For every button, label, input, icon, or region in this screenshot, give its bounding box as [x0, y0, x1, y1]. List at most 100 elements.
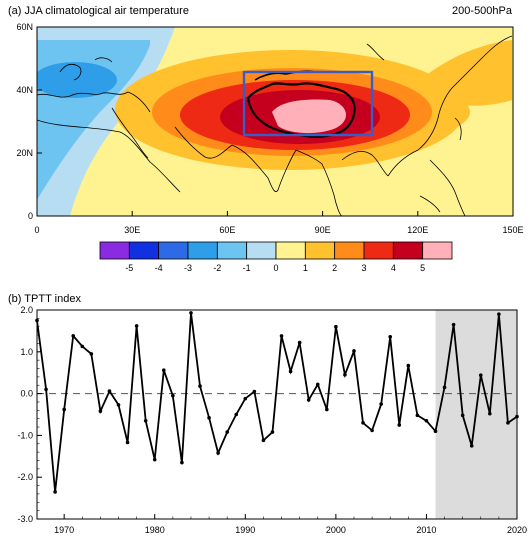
map-y-tick-label: 40N: [16, 85, 33, 95]
index-point: [397, 423, 402, 427]
colorbar-label: 4: [391, 263, 396, 273]
colorbar-label: 1: [303, 263, 308, 273]
index-y-tick-label: 1.0: [20, 347, 33, 357]
index-point: [306, 398, 311, 402]
map-y-tick-label: 0: [28, 211, 33, 221]
colorbar-swatch: [128, 241, 160, 260]
index-point: [424, 418, 429, 423]
colorbar-swatch: [216, 241, 248, 260]
index-point: [207, 416, 211, 420]
map-y-tick-label: 60N: [16, 22, 33, 32]
index-point: [234, 412, 239, 417]
index-point: [107, 389, 112, 393]
colorbar-label: -2: [213, 263, 221, 273]
index-point: [488, 411, 492, 416]
colorbar-label: 0: [273, 263, 278, 273]
contour-minus3: [37, 62, 117, 98]
map-x-tick-label: 60E: [219, 225, 235, 235]
index-y-tick-label: 0.0: [20, 389, 33, 399]
contour-2-east: [420, 40, 512, 106]
index-point: [171, 393, 175, 398]
index-x-tick-label: 2000: [326, 525, 346, 535]
map-x-tick-label: 90E: [315, 225, 331, 235]
index-point: [161, 368, 166, 372]
colorbar-label: 2: [332, 263, 337, 273]
colorbar-swatch: [275, 241, 306, 260]
index-y-tick-label: -3.0: [17, 514, 33, 524]
index-point: [125, 440, 130, 445]
index-point: [352, 349, 356, 353]
index-point: [460, 413, 465, 418]
index-point: [152, 457, 157, 462]
map-axes: 0 30E 60E 90E 120E 150E 0 20N 40N 60N: [16, 22, 523, 235]
colorbar-label: -4: [155, 263, 163, 273]
colorbar-swatch: [99, 241, 130, 260]
index-point: [180, 460, 184, 465]
map-x-tick-label: 0: [34, 225, 39, 235]
colorbar-label: -3: [184, 263, 192, 273]
index-point: [370, 428, 374, 433]
colorbar-swatch: [187, 241, 218, 260]
index-point: [80, 344, 85, 349]
index-point: [515, 414, 519, 419]
index-point: [98, 409, 103, 413]
index-point: [35, 318, 39, 323]
index-point: [497, 312, 501, 316]
index-point: [62, 407, 66, 412]
tptt-region-box: [242, 70, 374, 137]
index-point: [343, 372, 347, 377]
plateau-outline: [246, 82, 356, 138]
index-point: [252, 389, 257, 394]
index-point: [243, 396, 248, 401]
colorbar-swatch: [304, 241, 336, 260]
contour-peak: [272, 99, 347, 134]
index-point: [225, 430, 229, 434]
index-point: [261, 438, 266, 443]
index-point: [325, 407, 329, 412]
index-x-tick-label: 1980: [145, 525, 165, 535]
index-point: [53, 490, 57, 494]
index-point: [406, 363, 411, 368]
map-frame: [36, 26, 514, 217]
map-x-tick-label: 150E: [502, 225, 523, 235]
colorbar-swatch: [392, 241, 424, 260]
index-title: (b) TPTT index: [8, 293, 81, 305]
colorbar-label: -5: [125, 263, 133, 273]
map-y-tick-label: 20N: [16, 148, 33, 158]
colorbar-label: 3: [361, 263, 366, 273]
colorbar-swatch: [422, 241, 453, 260]
colorbar-swatch: [246, 241, 277, 260]
index-point: [415, 413, 420, 418]
index-point: [89, 352, 94, 356]
index-point: [442, 385, 447, 390]
colorbar-swatch: [334, 241, 365, 260]
index-x-tick-label: 2020: [507, 525, 527, 535]
index-point: [506, 421, 510, 425]
index-point: [288, 369, 293, 374]
colorbar-label: -1: [243, 263, 251, 273]
index-point: [116, 403, 121, 407]
index-x-tick-label: 2010: [416, 525, 436, 535]
index-point: [270, 430, 275, 434]
index-point: [388, 334, 393, 339]
index-y-tick-label: 2.0: [20, 305, 33, 315]
index-point: [189, 311, 193, 315]
index-line: [36, 312, 518, 492]
index-y-tick-label: -1.0: [17, 430, 33, 440]
map-subtitle: 200-500hPa: [452, 5, 513, 17]
index-point: [279, 334, 284, 338]
coastlines: [37, 35, 513, 216]
index-point: [44, 387, 48, 392]
map-title: (a) JJA climatological air temperature: [8, 5, 189, 17]
colorbar-swatch: [158, 241, 189, 260]
colorbar-label: 5: [420, 263, 425, 273]
index-point: [379, 402, 383, 406]
index-point: [71, 334, 76, 338]
index-point: [143, 418, 148, 423]
colorbar: -5 -4 -3 -2 -1 0 1 2 3 4 5: [99, 241, 453, 273]
index-point: [134, 324, 139, 328]
index-point: [198, 384, 202, 388]
temperature-field: [37, 27, 513, 216]
index-point: [297, 340, 302, 345]
